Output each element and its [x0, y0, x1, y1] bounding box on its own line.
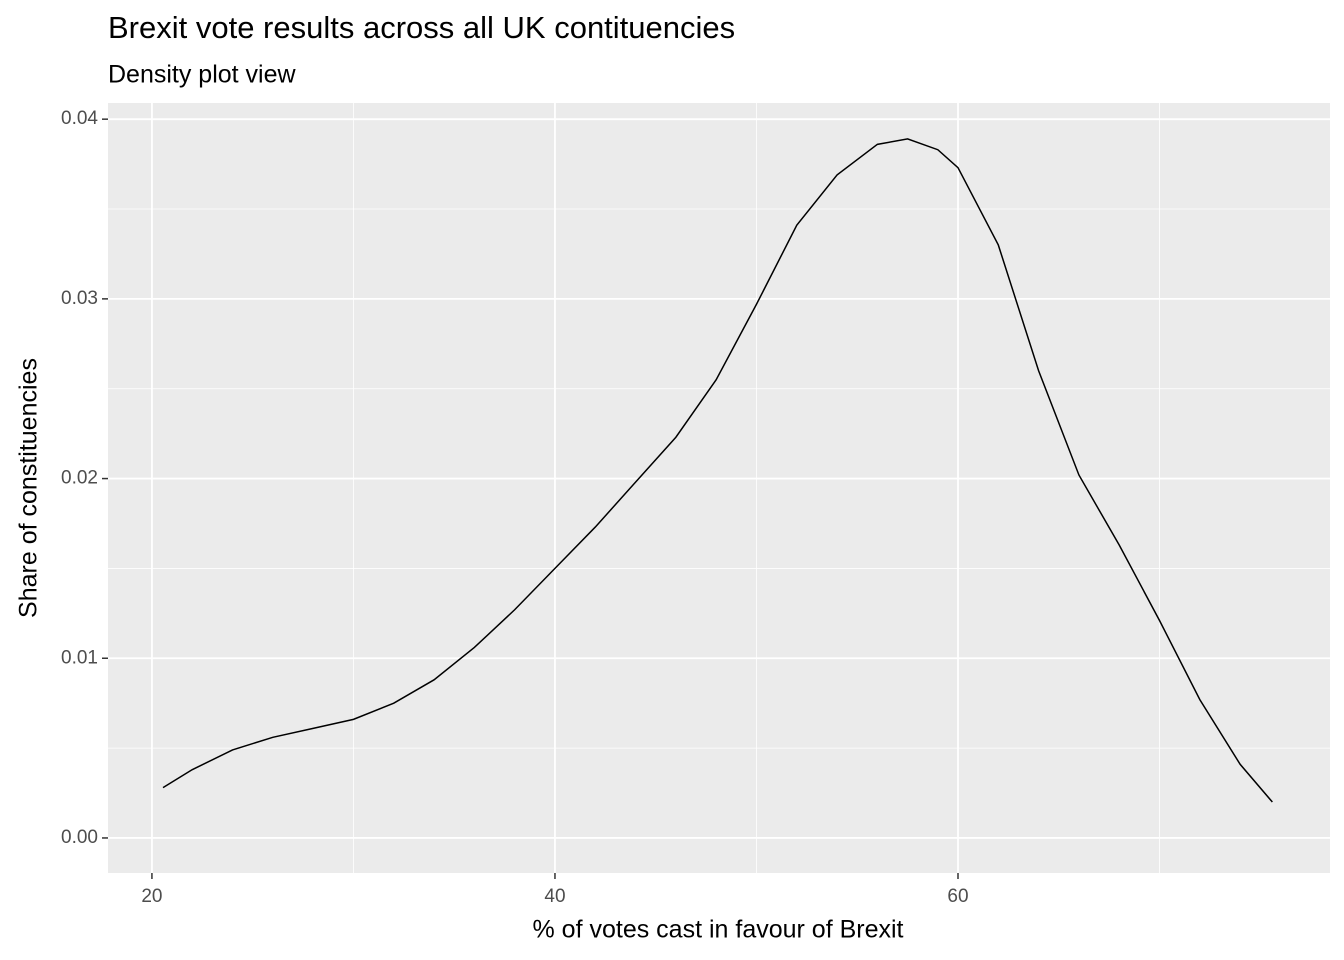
- y-tick-label: 0.02: [61, 468, 98, 489]
- panel: [108, 103, 1330, 873]
- chart-title: Brexit vote results across all UK contit…: [108, 10, 735, 45]
- y-axis-title: Share of constituencies: [15, 358, 43, 618]
- x-tick-label: 40: [544, 886, 565, 907]
- y-tick-label: 0.04: [61, 108, 98, 129]
- density-line: [162, 138, 1273, 803]
- y-tick-label: 0.03: [61, 288, 98, 309]
- chart-subtitle: Density plot view: [108, 61, 297, 89]
- y-tick-label: 0.01: [61, 647, 98, 668]
- x-axis-title: % of votes cast in favour of Brexit: [533, 916, 904, 944]
- y-tick-label: 0.00: [61, 827, 98, 848]
- x-tick-label: 20: [141, 886, 162, 907]
- x-tick-label: 60: [947, 886, 968, 907]
